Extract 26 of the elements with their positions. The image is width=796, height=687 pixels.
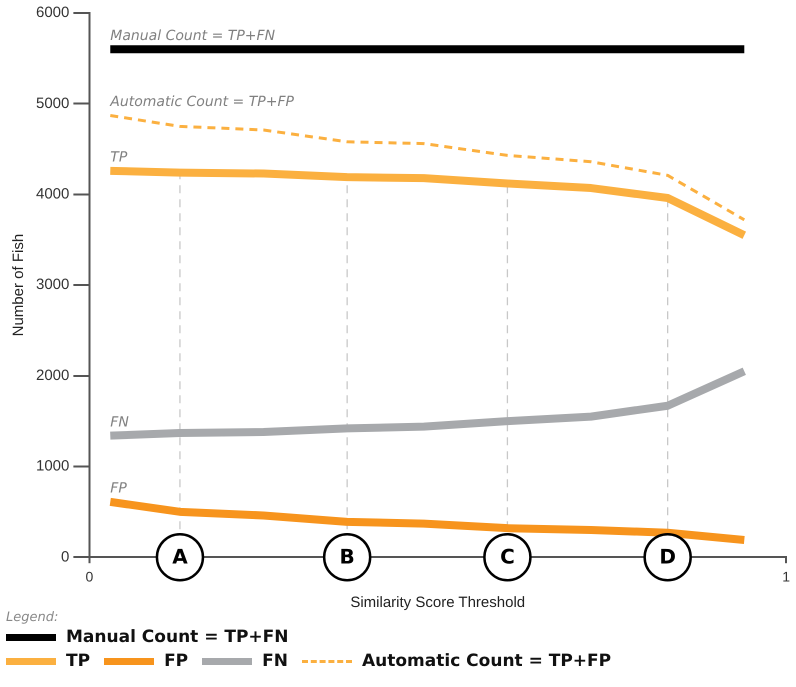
legend-label: Automatic Count = TP+FP	[362, 651, 612, 671]
text: FP	[110, 480, 127, 497]
text: Manual Count = TP+FN	[110, 28, 276, 44]
y-tick-label: 1000	[36, 458, 70, 475]
y-tick-label: 0	[61, 548, 70, 566]
legend-title: Legend:	[6, 610, 60, 625]
legend-label: Manual Count = TP+FN	[66, 627, 289, 647]
legend-label: FP	[164, 651, 188, 671]
y-tick-label: 6000	[36, 4, 70, 22]
text: Automatic Count = TP+FP	[110, 94, 294, 110]
text: FN	[110, 414, 129, 430]
y-tick-label: 4000	[36, 186, 70, 203]
x-tick-label: 1	[782, 568, 790, 584]
legend-label: TP	[66, 651, 90, 671]
ref-line-label: A	[172, 544, 188, 568]
line-series	[108, 114, 746, 222]
ref-line-label: C	[500, 544, 515, 568]
y-tick-label: 3000	[36, 276, 70, 294]
y-axis-title: Number of Fish	[10, 234, 28, 336]
y-tick-label: 5000	[36, 94, 70, 112]
y-tick-label: 2000	[36, 366, 70, 384]
ref-line-label: B	[340, 544, 355, 568]
legend-label: FN	[262, 651, 288, 671]
x-axis-title: Similarity Score Threshold	[350, 594, 526, 612]
ref-line-label: D	[659, 544, 676, 568]
text: TP	[110, 149, 128, 166]
